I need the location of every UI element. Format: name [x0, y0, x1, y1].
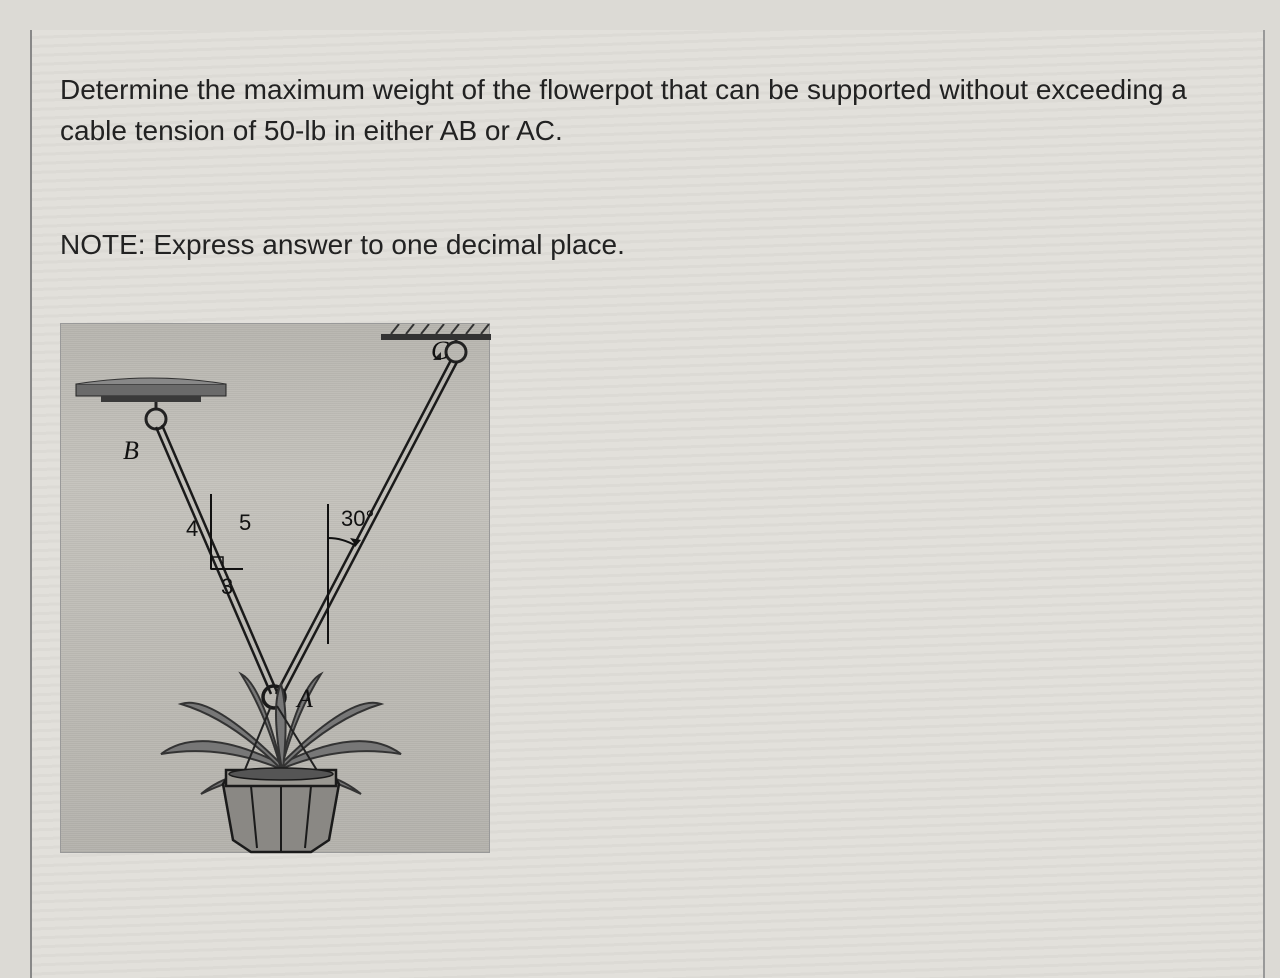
page-container: Determine the maximum weight of the flow…: [30, 30, 1265, 978]
triangle-vertical: 4: [186, 516, 198, 542]
angle-label: 30°: [341, 506, 374, 532]
problem-statement: Determine the maximum weight of the flow…: [60, 70, 1235, 151]
triangle-hypotenuse: 5: [239, 510, 251, 536]
content-area: Determine the maximum weight of the flow…: [60, 70, 1235, 853]
triangle-horizontal: 3: [221, 574, 233, 600]
figure-container: B C A 4 5 3 30°: [60, 323, 490, 853]
figure-svg: [61, 324, 491, 854]
label-A: A: [297, 684, 313, 714]
label-C: C: [431, 336, 448, 366]
label-B: B: [123, 436, 139, 466]
note-text: NOTE: Express answer to one decimal plac…: [60, 229, 1235, 261]
